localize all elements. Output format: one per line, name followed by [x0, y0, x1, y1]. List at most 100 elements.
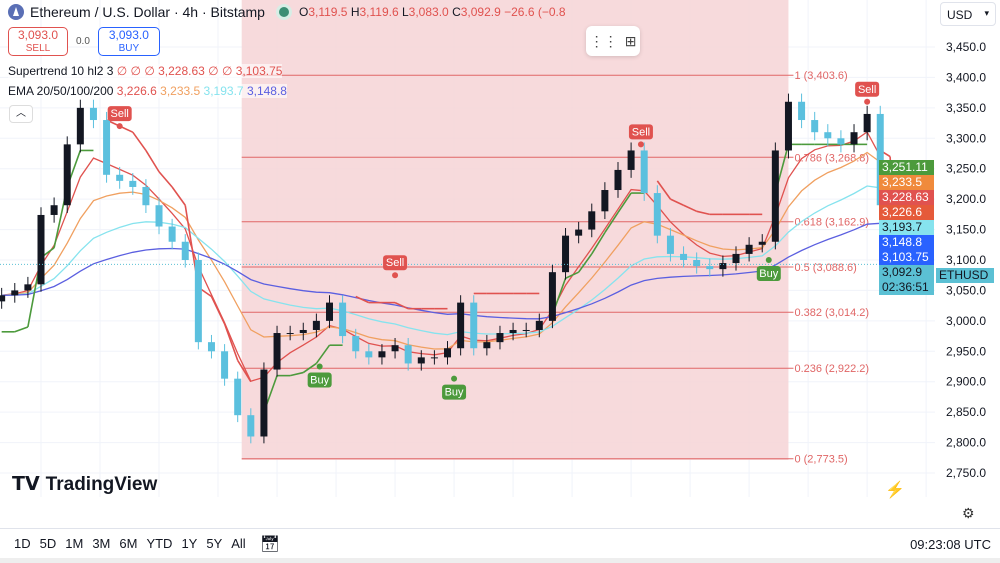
fib-level-label: 0.382 (3,014.2): [794, 307, 869, 319]
candle-body: [286, 333, 294, 335]
candle-body: [260, 369, 268, 437]
supertrend-segment: [158, 171, 173, 188]
supertrend-segment: [577, 253, 593, 273]
candle-body: [575, 229, 583, 236]
candle-body: [37, 214, 45, 285]
supertrend-segment: [670, 198, 684, 206]
fib-level-label: 1 (3,403.6): [794, 70, 847, 82]
fib-level-label: 0.5 (3,088.6): [794, 262, 856, 274]
clock-readout[interactable]: 09:23:08 UTC: [910, 537, 991, 552]
supertrend-segment: [237, 359, 252, 383]
y-tick-label: 3,250.0: [946, 162, 986, 176]
currency-select[interactable]: USD ▾: [940, 2, 996, 26]
candle-body: [168, 226, 176, 242]
candle-body: [824, 132, 832, 139]
lightning-icon[interactable]: ⚡: [885, 482, 905, 499]
signal-sell-badge: [628, 124, 653, 140]
supertrend-segment: [171, 186, 186, 206]
candle-body: [535, 320, 543, 330]
collapse-legend-button[interactable]: ︿: [9, 105, 33, 123]
y-tick-label: 2,950.0: [946, 344, 986, 358]
candle-body: [352, 336, 360, 352]
y-tick-label: 3,400.0: [946, 70, 986, 84]
candle-body: [562, 235, 570, 273]
candle-body: [221, 351, 229, 379]
supertrend-segment: [394, 301, 409, 310]
drag-handle-icon[interactable]: ⋮⋮: [589, 32, 618, 49]
ethereum-icon: [8, 4, 24, 20]
candle-body: [483, 342, 491, 349]
candle-body: [0, 295, 6, 302]
candle-body: [129, 180, 137, 187]
supertrend-segment: [315, 344, 331, 364]
signal-label: Buy: [759, 268, 778, 280]
candle-body: [614, 169, 622, 191]
range-all[interactable]: All: [231, 536, 246, 551]
signal-label: Buy: [445, 387, 464, 399]
candle-body: [837, 138, 845, 145]
candle-body: [325, 302, 333, 321]
range-5d[interactable]: 5D: [39, 536, 57, 551]
y-tick-label: 3,200.0: [946, 192, 986, 206]
candle-body: [719, 263, 727, 270]
y-tick-label: 3,300.0: [946, 131, 986, 145]
range-1m[interactable]: 1M: [65, 536, 84, 551]
market-status-icon: [278, 7, 289, 17]
y-tick-label: 3,100.0: [946, 253, 986, 267]
supertrend-segment: [683, 204, 698, 213]
y-tick-label: 3,000.0: [946, 314, 986, 328]
candle-body: [430, 357, 438, 359]
signal-marker: [637, 141, 644, 148]
ema-line-200: [1, 222, 894, 320]
fib-zone: [241, 0, 789, 460]
supertrend-segment: [223, 323, 239, 361]
candle-body: [207, 342, 215, 352]
price-tag: 3,251.11: [879, 160, 934, 176]
calendar-goto-icon[interactable]: 📅︎: [259, 535, 281, 553]
buy-button[interactable]: 3,093.0 BUY: [97, 27, 160, 56]
add-widget-icon[interactable]: ⊞: [624, 32, 637, 49]
candle-body: [457, 302, 465, 349]
price-chart[interactable]: 1 (3,403.6) 0.786 (3,268.8) 0.618 (3,162.9…: [0, 0, 1000, 500]
candle-body: [142, 186, 150, 206]
symbol-title[interactable]: Ethereum / U.S. Dollar · 4h · Bitstamp: [30, 4, 265, 20]
supertrend-segment: [210, 296, 226, 325]
supertrend-legend[interactable]: Supertrend 10 hl2 3 ∅ ∅ ∅ 3,228.63 ∅ ∅ 3…: [8, 64, 283, 78]
drawing-toolbar: ⋮⋮ ⊞: [586, 26, 640, 56]
range-1d[interactable]: 1D: [14, 536, 31, 551]
candle-body: [24, 284, 32, 291]
signal-marker: [864, 98, 871, 105]
supertrend-segment: [604, 212, 619, 234]
supertrend-segment: [289, 371, 304, 377]
y-tick-label: 2,850.0: [946, 405, 986, 419]
signal-marker: [451, 375, 458, 382]
settings-icon[interactable]: ⚙: [962, 505, 975, 521]
range-5y[interactable]: 5Y: [206, 536, 223, 551]
fib-level-label: 0.786 (3,268.8): [794, 152, 869, 164]
candle-body: [509, 329, 517, 334]
range-3m[interactable]: 3M: [92, 536, 111, 551]
range-ytd[interactable]: YTD: [146, 536, 173, 551]
candle-body: [299, 329, 307, 334]
supertrend-segment: [565, 271, 579, 279]
candle-body: [706, 266, 714, 270]
candle-body: [771, 150, 779, 242]
supertrend-segment: [617, 192, 632, 213]
candle-body: [666, 235, 674, 254]
chart-header: Ethereum / U.S. Dollar · 4h · Bitstamp O…: [8, 4, 566, 20]
supertrend-segment: [355, 295, 370, 304]
signal-marker: [765, 257, 772, 263]
candle-body: [417, 357, 425, 364]
sell-button[interactable]: 3,093.0 SELL: [8, 27, 68, 56]
signal-marker: [392, 272, 399, 279]
ema-legend[interactable]: EMA 20/50/100/200 3,226.6 3,233.5 3,193.…: [8, 84, 287, 98]
range-6m[interactable]: 6M: [119, 536, 138, 551]
range-1y[interactable]: 1Y: [181, 536, 198, 551]
candle-body: [89, 107, 97, 121]
candle-body: [391, 345, 399, 352]
tv-logo-icon: 𝗧𝗩: [12, 474, 40, 495]
candle-body: [312, 320, 320, 330]
candle-body: [863, 113, 871, 133]
price-tag: 3,148.8: [879, 235, 934, 251]
tradingview-logo[interactable]: 𝗧𝗩 TradingView: [12, 473, 158, 496]
